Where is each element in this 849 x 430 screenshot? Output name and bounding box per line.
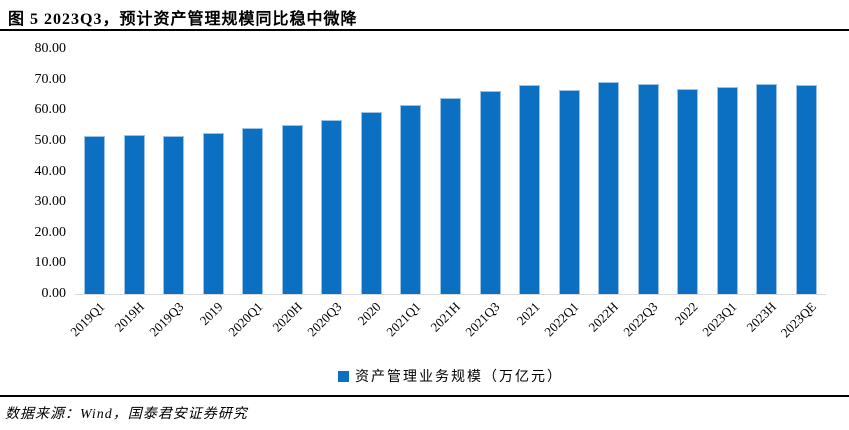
bar-2022H — [598, 81, 620, 294]
bar-2020Q3 — [321, 120, 343, 294]
x-tick-label: 2020Q3 — [304, 299, 345, 340]
bar-2020Q1 — [242, 127, 264, 294]
x-tick-label: 2022Q1 — [541, 299, 582, 340]
y-tick-label: 40.00 — [34, 163, 67, 179]
bar-2023QE — [795, 84, 817, 294]
figure-title: 图 5 2023Q3，预计资产管理规模同比稳中微降 — [8, 11, 358, 28]
bar-2022 — [677, 89, 699, 294]
bar-2023Q1 — [716, 87, 738, 294]
x-tick-label: 2020H — [269, 299, 305, 335]
x-tick-label: 2019Q3 — [146, 299, 187, 340]
bar-2019Q3 — [163, 136, 185, 294]
x-tick-label: 2020 — [355, 299, 385, 328]
plot-area — [75, 49, 826, 295]
bar-2022Q3 — [637, 83, 659, 294]
bar-2021H — [440, 97, 461, 294]
x-tick-label: 2022H — [585, 299, 622, 335]
x-tick-label: 2019Q1 — [67, 299, 108, 340]
y-tick-label: 0.00 — [41, 286, 67, 301]
bar-2019Q1 — [84, 136, 106, 294]
x-tick-label: 2022 — [671, 299, 701, 328]
bar-2021Q3 — [479, 90, 501, 294]
x-tick-label: 2022Q3 — [620, 299, 661, 340]
bar-2022Q1 — [558, 90, 580, 294]
y-tick-label: 80.00 — [34, 41, 67, 56]
legend-swatch-icon — [338, 370, 349, 382]
bar-2021 — [519, 85, 541, 294]
x-tick-label: 2023QE — [777, 299, 819, 341]
x-tick-label: 2021 — [513, 299, 543, 328]
source-divider — [0, 395, 849, 397]
bar-2020 — [360, 112, 382, 294]
legend-label: 资产管理业务规模（万亿元） — [355, 370, 563, 385]
title-divider — [0, 29, 849, 31]
x-tick-label: 2021H — [427, 299, 464, 335]
y-tick-label: 70.00 — [34, 71, 67, 87]
x-tick-label: 2023H — [743, 299, 780, 335]
bar-2019 — [202, 132, 224, 294]
x-tick-label: 2021Q3 — [462, 299, 503, 340]
y-tick-label: 60.00 — [34, 102, 67, 118]
y-tick-label: 50.00 — [34, 132, 67, 148]
bar-2023H — [756, 83, 778, 294]
x-tick-label: 2021Q1 — [383, 299, 424, 340]
y-axis: 0.00 10.00 20.00 30.00 40.00 50.00 60.00 70.00 8… — [0, 0, 67, 310]
bar-2020H — [281, 125, 303, 294]
y-tick-label: 10.00 — [34, 255, 67, 271]
source-note: 数据来源：Wind，国泰君安证券研究 — [5, 407, 248, 422]
x-tick-label: 2019 — [196, 299, 226, 328]
y-tick-label: 30.00 — [34, 194, 67, 210]
x-tick-label: 2020Q1 — [225, 299, 266, 340]
bar-2021Q1 — [400, 105, 422, 294]
legend: 资产管理业务规模（万亿元） — [75, 367, 826, 385]
bar-2019H — [123, 134, 145, 294]
y-tick-label: 20.00 — [34, 224, 67, 240]
x-tick-label: 2019H — [111, 299, 147, 335]
x-axis-labels: 2019Q1 2019H 2019Q3 2019 2020Q1 2020H 2020Q3 20… — [67, 299, 826, 359]
x-tick-label: 2023Q1 — [699, 299, 740, 340]
